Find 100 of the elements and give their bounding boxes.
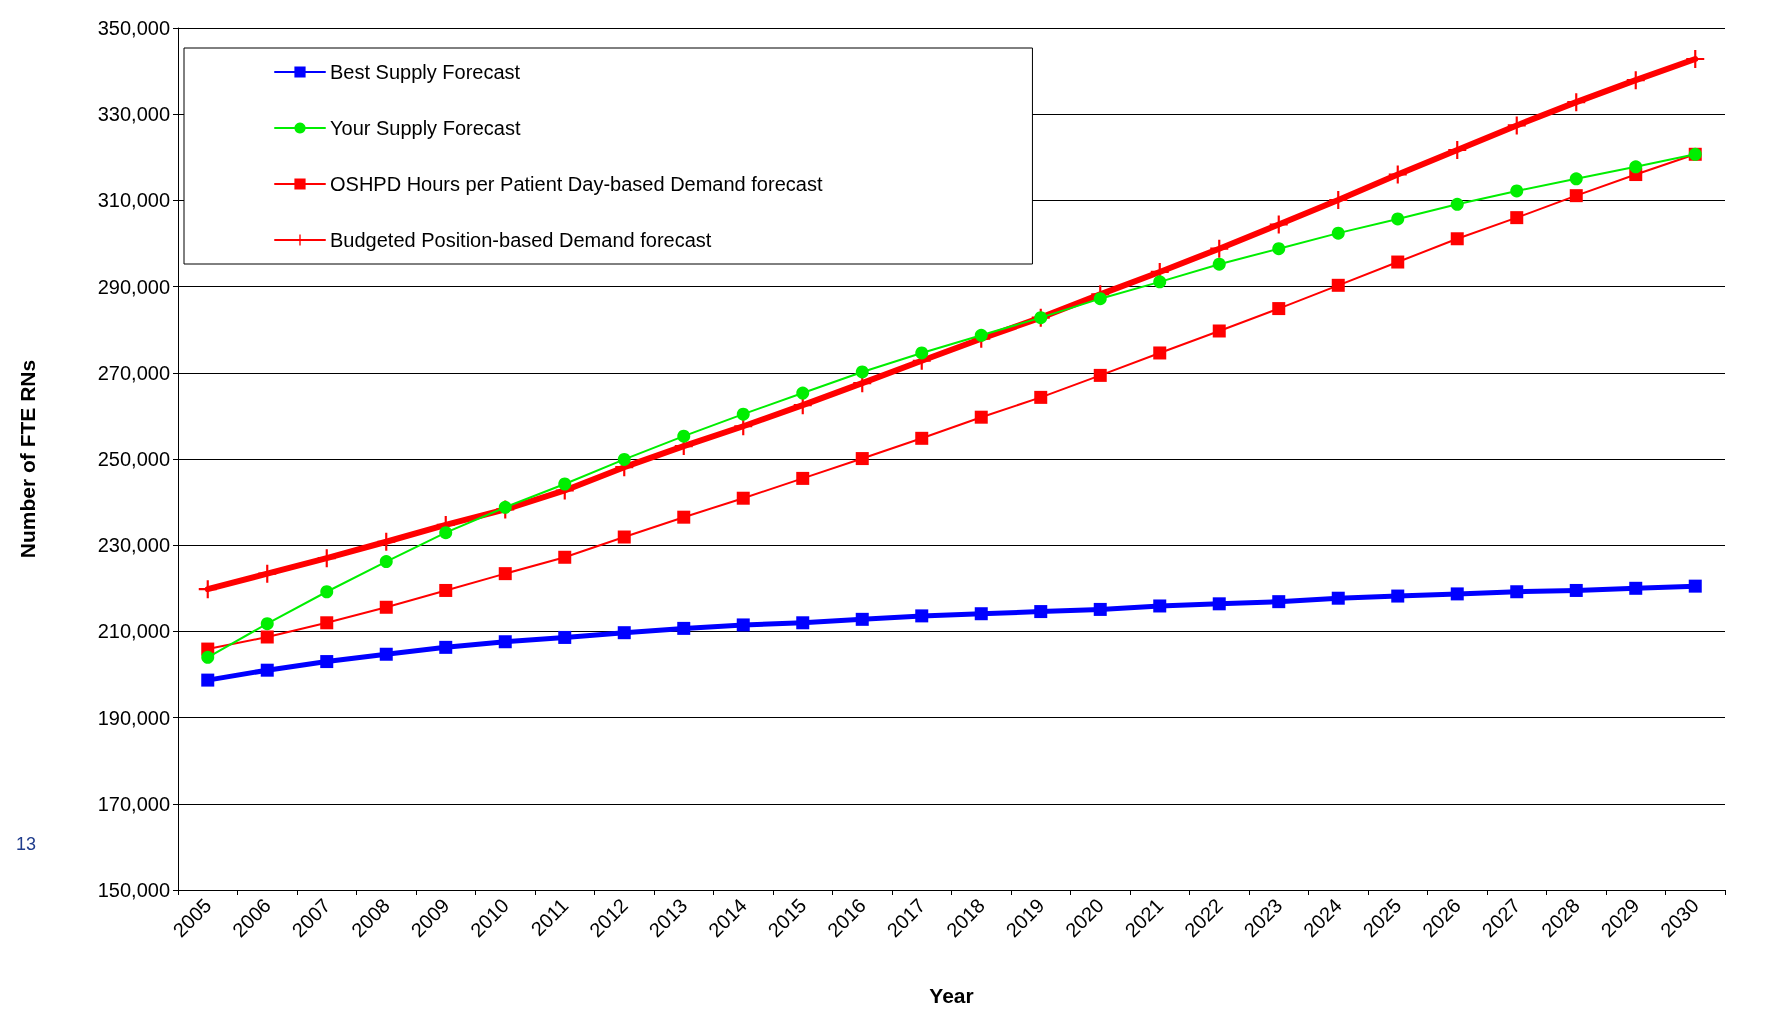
point <box>796 471 810 485</box>
point <box>855 612 869 626</box>
point <box>320 616 334 630</box>
point <box>617 452 631 466</box>
point <box>1331 278 1345 292</box>
point <box>915 609 929 623</box>
point <box>1450 197 1464 211</box>
point <box>855 365 869 379</box>
point <box>915 346 929 360</box>
point <box>317 549 336 568</box>
point <box>558 550 572 564</box>
point <box>736 618 750 632</box>
point <box>1034 390 1048 404</box>
point <box>1567 93 1586 112</box>
point <box>1153 346 1167 360</box>
point <box>1510 585 1524 599</box>
legend-label: Best Supply Forecast <box>330 61 521 83</box>
point <box>796 386 810 400</box>
y-tick-label: 350,000 <box>97 17 170 39</box>
point <box>1569 172 1583 186</box>
point <box>736 407 750 421</box>
point <box>1272 595 1286 609</box>
point <box>1391 255 1405 269</box>
point <box>1686 50 1705 69</box>
y-tick-label: 270,000 <box>97 361 170 384</box>
point <box>1629 160 1643 174</box>
point <box>1391 589 1405 603</box>
y-tick-label: 250,000 <box>97 448 170 470</box>
point <box>1331 226 1345 240</box>
point <box>1153 599 1167 613</box>
point <box>1272 302 1286 316</box>
y-tick-label: 190,000 <box>97 706 170 729</box>
point <box>558 630 572 644</box>
point <box>677 621 691 635</box>
point <box>1212 324 1226 338</box>
point <box>1448 140 1467 159</box>
point <box>617 626 631 640</box>
point <box>974 607 988 621</box>
point <box>1093 368 1107 382</box>
legend-label: Your Supply Forecast <box>330 117 521 139</box>
y-tick-label: 310,000 <box>97 189 170 212</box>
point <box>201 673 215 687</box>
point <box>198 580 217 599</box>
y-axis-title: Number of FTE RNs <box>16 359 39 559</box>
point <box>1093 292 1107 306</box>
point <box>1212 257 1226 271</box>
point <box>558 477 572 491</box>
legend-label: OSHPD Hours per Patient Day-based Demand forecast <box>330 173 823 195</box>
point <box>1269 215 1288 234</box>
point <box>1329 190 1348 209</box>
point <box>260 630 274 644</box>
point <box>1626 71 1645 90</box>
point <box>1331 591 1345 605</box>
point <box>1510 184 1524 198</box>
point <box>617 530 631 544</box>
point <box>677 429 691 443</box>
point <box>439 583 453 597</box>
point <box>377 532 396 551</box>
point <box>974 410 988 424</box>
point <box>1569 583 1583 597</box>
y-tick-label: 170,000 <box>97 792 170 815</box>
point <box>320 585 334 599</box>
y-tick-label: 210,000 <box>97 620 170 643</box>
point <box>498 635 512 649</box>
y-tick-label: 290,000 <box>97 275 170 298</box>
point <box>1272 242 1286 256</box>
legend-label: Budgeted Position-based Demand forecast <box>330 229 712 251</box>
y-tick-label: 230,000 <box>97 534 170 557</box>
y-tick-label: 330,000 <box>97 103 170 126</box>
text: 13 <box>16 834 37 854</box>
point <box>379 600 393 614</box>
point <box>1569 189 1583 203</box>
point <box>260 617 274 631</box>
point <box>1391 212 1405 226</box>
point <box>1153 275 1167 289</box>
point <box>1450 232 1464 246</box>
point <box>1450 587 1464 601</box>
point <box>1212 597 1226 611</box>
point <box>260 663 274 677</box>
point <box>974 328 988 342</box>
point <box>736 491 750 505</box>
point <box>379 555 393 569</box>
point <box>320 655 334 669</box>
point <box>855 452 869 466</box>
point <box>915 431 929 445</box>
point <box>1210 239 1229 258</box>
point <box>1629 581 1643 595</box>
point <box>1388 165 1407 184</box>
point <box>1510 211 1524 225</box>
point <box>677 510 691 524</box>
point <box>1034 605 1048 619</box>
point <box>1688 579 1702 593</box>
y-tick-label: 150,000 <box>97 879 170 901</box>
point <box>796 616 810 630</box>
x-axis-title: Year <box>929 984 974 1007</box>
point <box>201 650 215 664</box>
point <box>1507 116 1526 135</box>
point <box>258 564 277 583</box>
point <box>498 567 512 581</box>
point <box>1093 602 1107 616</box>
